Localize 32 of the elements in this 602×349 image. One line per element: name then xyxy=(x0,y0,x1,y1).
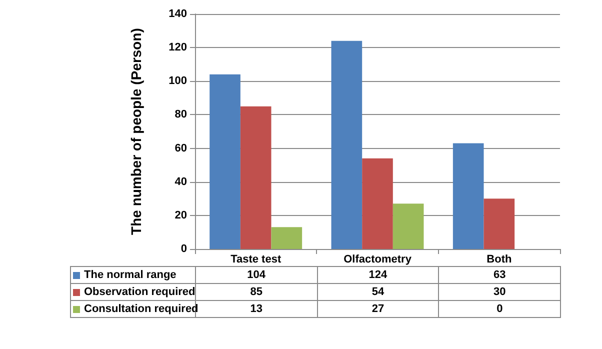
data-label: 54 xyxy=(317,284,439,300)
y-tick-label: 80 xyxy=(174,108,187,121)
bar xyxy=(240,106,272,249)
y-tick-label: 20 xyxy=(174,209,187,222)
legend-label: Observation required xyxy=(70,284,196,300)
legend-label: Consultation required xyxy=(70,300,198,318)
data-label: 30 xyxy=(438,284,560,300)
data-label: 0 xyxy=(438,300,560,318)
data-label: 104 xyxy=(196,266,318,284)
y-axis-title: The number of people (Person) xyxy=(128,28,144,235)
bar xyxy=(452,143,484,249)
x-tick-label: Both xyxy=(486,254,512,266)
data-label: 63 xyxy=(438,266,560,284)
data-label: 13 xyxy=(250,303,262,315)
data-label: 124 xyxy=(317,266,439,284)
y-tick-label: 140 xyxy=(168,8,187,20)
bar xyxy=(210,74,240,249)
data-label: 27 xyxy=(317,300,439,318)
x-tick-label: Olfactometry xyxy=(344,254,412,266)
legend-label: The normal range xyxy=(70,266,196,284)
bar xyxy=(331,40,362,249)
y-tick-label: 60 xyxy=(174,142,187,154)
data-label: 85 xyxy=(196,284,318,300)
y-tick-label: 120 xyxy=(168,42,187,54)
y-tick-label: 100 xyxy=(168,75,187,88)
bar xyxy=(362,158,393,249)
x-tick-label: Taste test xyxy=(230,254,282,266)
y-tick-label: 0 xyxy=(180,243,187,255)
bar xyxy=(392,204,424,249)
bar xyxy=(271,227,302,249)
y-tick-label: 40 xyxy=(174,176,187,188)
bar xyxy=(484,198,515,249)
